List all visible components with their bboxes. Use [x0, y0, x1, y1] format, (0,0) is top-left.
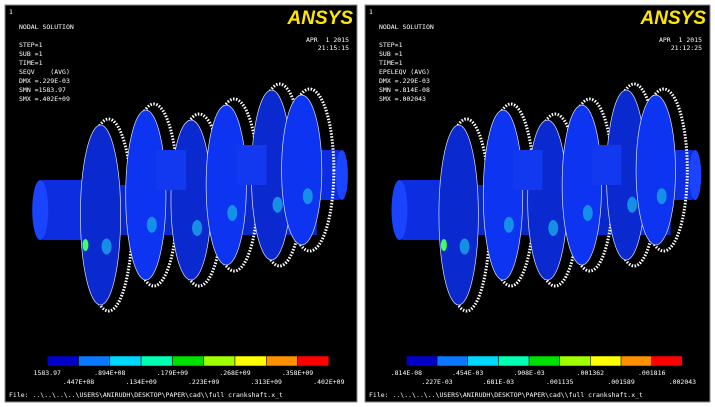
legend-color	[172, 356, 203, 366]
result-info: SMN =1583.97	[19, 86, 66, 94]
result-info: SMX =.002043	[379, 95, 426, 103]
shaft-face	[336, 150, 348, 200]
result-info: TIME=1	[19, 59, 43, 67]
legend-label: .001135	[546, 378, 573, 386]
legend-label: .358E+09	[282, 369, 313, 377]
screenshot: 1NODAL SOLUTIONSTEP=1SUB =1TIME=1SEQV (A…	[0, 0, 715, 407]
stress-spot	[102, 239, 112, 255]
stress-spot	[227, 205, 237, 221]
legend-label: .908E-03	[513, 369, 544, 377]
result-title: NODAL SOLUTION	[19, 23, 74, 31]
legend-label: .001362	[577, 369, 604, 377]
result-info: STEP=1	[379, 41, 403, 49]
result-info: STEP=1	[19, 41, 43, 49]
legend-color	[235, 356, 266, 366]
legend-label: .894E+08	[94, 369, 125, 377]
crank-web	[282, 95, 322, 245]
crank-web	[171, 120, 211, 280]
result-info: SMX =.402E+09	[19, 95, 70, 103]
crank-pin	[592, 145, 622, 185]
legend-label: .447E+08	[63, 378, 94, 386]
legend-label: .402E+09	[313, 378, 344, 386]
legend-color	[79, 356, 110, 366]
crank-web	[483, 110, 522, 280]
result-title: NODAL SOLUTION	[379, 23, 434, 31]
legend-color	[141, 356, 172, 366]
legend-color	[110, 356, 141, 366]
legend-label: .001816	[638, 369, 665, 377]
shaft-face	[32, 180, 48, 240]
stress-spot	[657, 188, 667, 204]
stress-spot	[460, 239, 470, 255]
legend-label: .179E+09	[157, 369, 188, 377]
date: APR 1 2015	[659, 36, 702, 44]
window-number: 1	[369, 8, 373, 16]
time: 21:15:15	[318, 44, 349, 52]
crank-web	[528, 120, 567, 280]
stress-spot	[273, 197, 283, 213]
legend-color	[406, 356, 437, 366]
legend-label: .454E-03	[452, 369, 483, 377]
legend-label: .001589	[607, 378, 634, 386]
stress-spot	[583, 205, 593, 221]
ansys-logo: ANSYS	[287, 8, 354, 29]
stress-spot	[192, 220, 202, 236]
stress-spot	[441, 239, 447, 251]
result-info: TIME=1	[379, 59, 403, 67]
file-path: File: ..\..\..\..\USERS\ANIRUDH\DESKTOP\…	[9, 391, 283, 399]
legend-color	[652, 356, 683, 366]
time: 21:12:25	[671, 44, 702, 52]
legend-color	[298, 356, 329, 366]
legend-label: .223E+09	[188, 378, 219, 386]
legend-color	[529, 356, 560, 366]
legend-color	[47, 356, 78, 366]
shaft-face	[689, 150, 701, 200]
legend-label: .134E+09	[125, 378, 156, 386]
crank-web	[439, 125, 478, 305]
legend-color	[621, 356, 652, 366]
result-info: DMX =.229E-03	[379, 77, 430, 85]
legend-label: .002043	[669, 378, 696, 386]
result-info: SEQV (AVG)	[19, 68, 70, 76]
result-info: SUB =1	[379, 50, 403, 58]
stress-spot	[548, 220, 558, 236]
legend-color	[204, 356, 235, 366]
legend-label: .268E+09	[219, 369, 250, 377]
date: APR 1 2015	[306, 36, 349, 44]
stress-spot	[303, 188, 313, 204]
legend-label: .814E-08	[391, 369, 422, 377]
crank-pin	[513, 150, 543, 190]
stress-spot	[504, 217, 514, 233]
result-info: SUB =1	[19, 50, 43, 58]
legend-label: .227E-03	[421, 378, 452, 386]
legend-label: 1583.97	[34, 369, 61, 377]
legend-color	[590, 356, 621, 366]
file-path: File: ..\..\..\..\USERS\ANIRUDH\DESKTOP\…	[369, 391, 643, 399]
legend-label: .681E-03	[483, 378, 514, 386]
legend-color	[266, 356, 297, 366]
stress-spot	[82, 239, 88, 251]
crank-web	[126, 110, 166, 280]
stress-spot	[627, 197, 637, 213]
window-number: 1	[9, 8, 13, 16]
legend-color	[498, 356, 529, 366]
crank-pin	[236, 145, 266, 185]
ansys-logo: ANSYS	[640, 8, 707, 29]
crank-web	[636, 95, 675, 245]
result-info: SMN =.814E-08	[379, 86, 430, 94]
crank-pin	[156, 150, 186, 190]
legend-color	[437, 356, 468, 366]
result-info: EPELEQV (AVG)	[379, 68, 430, 76]
crank-web	[80, 125, 120, 305]
shaft-face	[392, 180, 408, 240]
legend-color	[468, 356, 499, 366]
legend-color	[560, 356, 591, 366]
result-info: DMX =.229E-03	[19, 77, 70, 85]
legend-label: .313E+09	[251, 378, 282, 386]
stress-spot	[147, 217, 157, 233]
